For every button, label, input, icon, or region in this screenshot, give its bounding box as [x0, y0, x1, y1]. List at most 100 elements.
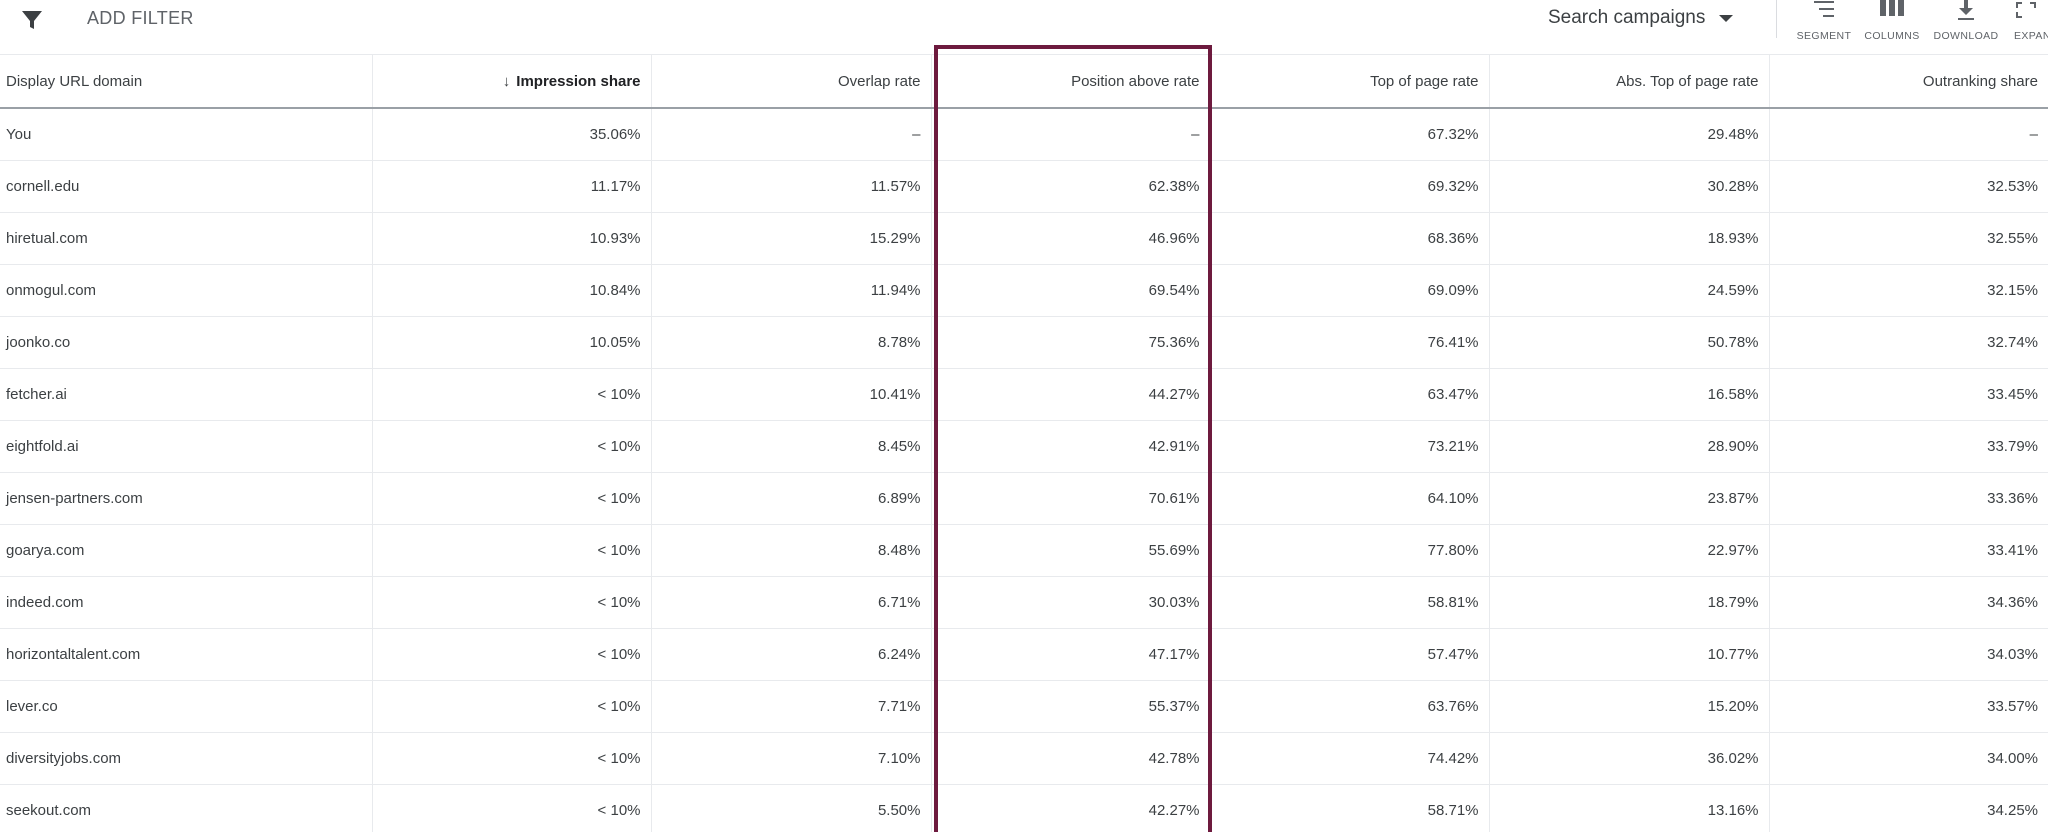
cell-domain: diversityjobs.com	[0, 732, 373, 785]
cell-outranking-share: 34.03%	[1769, 628, 2048, 681]
cell-domain: goarya.com	[0, 524, 373, 577]
cell-abs-top-of-page-rate: 13.16%	[1489, 784, 1770, 832]
toolbar-divider	[1776, 0, 1777, 38]
cell-position-above-rate: 55.37%	[931, 680, 1211, 733]
cell-overlap-rate: 8.48%	[651, 524, 932, 577]
cell-overlap-rate: 15.29%	[651, 212, 932, 265]
table-row[interactable]: joonko.co 10.05% 8.78% 75.36% 76.41% 50.78% 32…	[0, 316, 2048, 369]
expand-icon	[2016, 2, 2036, 18]
cell-domain: joonko.co	[0, 316, 373, 369]
table-row[interactable]: seekout.com < 10% 5.50% 42.27% 58.71% 13.16% 3…	[0, 784, 2048, 832]
cell-abs-top-of-page-rate: 22.97%	[1489, 524, 1770, 577]
table-row[interactable]: jensen-partners.com < 10% 6.89% 70.61% 64.10…	[0, 472, 2048, 525]
cell-overlap-rate: 7.10%	[651, 732, 932, 785]
cell-domain: You	[0, 108, 373, 161]
cell-top-of-page-rate: 64.10%	[1210, 472, 1490, 525]
column-header-domain[interactable]: Display URL domain	[0, 54, 373, 109]
cell-position-above-rate: 69.54%	[931, 264, 1211, 317]
add-filter-button[interactable]: ADD FILTER	[87, 8, 194, 28]
table-row[interactable]: cornell.edu 11.17% 11.57% 62.38% 69.32% 30.28…	[0, 160, 2048, 213]
cell-abs-top-of-page-rate: 18.93%	[1489, 212, 1770, 265]
cell-top-of-page-rate: 68.36%	[1210, 212, 1490, 265]
cell-position-above-rate: 47.17%	[931, 628, 1211, 681]
cell-impression-share: 10.05%	[372, 316, 652, 369]
cell-position-above-rate: 30.03%	[931, 576, 1211, 629]
cell-top-of-page-rate: 69.32%	[1210, 160, 1490, 213]
segment-icon	[1814, 1, 1834, 17]
cell-top-of-page-rate: 67.32%	[1210, 108, 1490, 161]
table-row[interactable]: eightfold.ai < 10% 8.45% 42.91% 73.21% 28.90%…	[0, 420, 2048, 473]
cell-overlap-rate: 8.45%	[651, 420, 932, 473]
cell-top-of-page-rate: 77.80%	[1210, 524, 1490, 577]
cell-domain: lever.co	[0, 680, 373, 733]
expand-button[interactable]: EXPAN	[2014, 0, 2048, 44]
cell-abs-top-of-page-rate: 36.02%	[1489, 732, 1770, 785]
table-body: You 35.06% – –67.32% 29.48% – cornell.edu 11.17…	[0, 108, 2048, 832]
cell-domain: seekout.com	[0, 784, 373, 832]
cell-position-above-rate: 70.61%	[931, 472, 1211, 525]
cell-position-above-rate: –	[931, 108, 1211, 161]
auction-insights-table: Display URL domain ↓ Impression share Ove…	[0, 54, 2048, 832]
expand-label: EXPAN	[2014, 30, 2048, 42]
cell-domain: fetcher.ai	[0, 368, 373, 421]
cell-domain: horizontaltalent.com	[0, 628, 373, 681]
cell-overlap-rate: 5.50%	[651, 784, 932, 832]
table-row[interactable]: indeed.com < 10% 6.71% 30.03% 58.81% 18.79% 34…	[0, 576, 2048, 629]
segment-button[interactable]: SEGMENT	[1796, 0, 1852, 44]
sort-desc-arrow-icon: ↓	[502, 72, 511, 90]
cell-overlap-rate: 6.71%	[651, 576, 932, 629]
table-row[interactable]: fetcher.ai < 10% 10.41% 44.27% 63.47% 16.58% 3…	[0, 368, 2048, 421]
table-row[interactable]: onmogul.com 10.84% 11.94% 69.54% 69.09% 24.59…	[0, 264, 2048, 317]
cell-position-above-rate: 55.69%	[931, 524, 1211, 577]
cell-abs-top-of-page-rate: 50.78%	[1489, 316, 1770, 369]
cell-impression-share: 10.93%	[372, 212, 652, 265]
column-header-position-above-rate[interactable]: Position above rate	[931, 54, 1211, 109]
table-row[interactable]: hiretual.com 10.93% 15.29% 46.96% 68.36% 18.9…	[0, 212, 2048, 265]
campaign-type-label: Search campaigns	[1548, 7, 1706, 28]
cell-overlap-rate: 11.94%	[651, 264, 932, 317]
cell-top-of-page-rate: 73.21%	[1210, 420, 1490, 473]
column-header-outranking-share[interactable]: Outranking share	[1769, 54, 2048, 109]
cell-top-of-page-rate: 58.71%	[1210, 784, 1490, 832]
table-row[interactable]: goarya.com < 10% 8.48% 55.69% 77.80% 22.97% 33…	[0, 524, 2048, 577]
table-row[interactable]: lever.co < 10% 7.71% 55.37% 63.76% 15.20% 33.5…	[0, 680, 2048, 733]
cell-outranking-share: 33.41%	[1769, 524, 2048, 577]
filter-icon[interactable]	[20, 8, 44, 32]
cell-abs-top-of-page-rate: 29.48%	[1489, 108, 1770, 161]
columns-button[interactable]: COLUMNS	[1864, 0, 1920, 44]
column-header-abs-top-of-page-rate[interactable]: Abs. Top of page rate	[1489, 54, 1770, 109]
cell-impression-share: < 10%	[372, 576, 652, 629]
cell-outranking-share: 32.55%	[1769, 212, 2048, 265]
download-button[interactable]: DOWNLOAD	[1933, 0, 1999, 44]
segment-label: SEGMENT	[1796, 30, 1852, 42]
cell-impression-share: < 10%	[372, 784, 652, 832]
cell-impression-share: < 10%	[372, 732, 652, 785]
cell-overlap-rate: 10.41%	[651, 368, 932, 421]
cell-position-above-rate: 44.27%	[931, 368, 1211, 421]
cell-abs-top-of-page-rate: 15.20%	[1489, 680, 1770, 733]
cell-top-of-page-rate: 74.42%	[1210, 732, 1490, 785]
table-row[interactable]: diversityjobs.com < 10% 7.10% 42.78% 74.42% 3…	[0, 732, 2048, 785]
column-header-impression-share[interactable]: ↓ Impression share	[372, 54, 652, 109]
column-header-overlap-rate[interactable]: Overlap rate	[651, 54, 932, 109]
cell-domain: onmogul.com	[0, 264, 373, 317]
cell-overlap-rate: –	[651, 108, 932, 161]
table-row[interactable]: You 35.06% – –67.32% 29.48% –	[0, 108, 2048, 161]
cell-position-above-rate: 62.38%	[931, 160, 1211, 213]
cell-position-above-rate: 46.96%	[931, 212, 1211, 265]
download-icon	[1958, 0, 1974, 20]
cell-outranking-share: 33.79%	[1769, 420, 2048, 473]
cell-outranking-share: 33.57%	[1769, 680, 2048, 733]
caret-down-icon	[1719, 14, 1734, 22]
download-label: DOWNLOAD	[1933, 30, 1999, 42]
campaign-type-dropdown[interactable]: Search campaigns	[1548, 6, 1734, 30]
cell-outranking-share: 34.00%	[1769, 732, 2048, 785]
cell-domain: hiretual.com	[0, 212, 373, 265]
cell-abs-top-of-page-rate: 30.28%	[1489, 160, 1770, 213]
cell-top-of-page-rate: 76.41%	[1210, 316, 1490, 369]
columns-icon	[1880, 0, 1904, 16]
header-row: Display URL domain ↓ Impression share Ove…	[0, 54, 2048, 109]
table-row[interactable]: horizontaltalent.com < 10% 6.24% 47.17% 57.4…	[0, 628, 2048, 681]
columns-label: COLUMNS	[1864, 30, 1920, 42]
column-header-top-of-page-rate[interactable]: Top of page rate	[1210, 54, 1490, 109]
